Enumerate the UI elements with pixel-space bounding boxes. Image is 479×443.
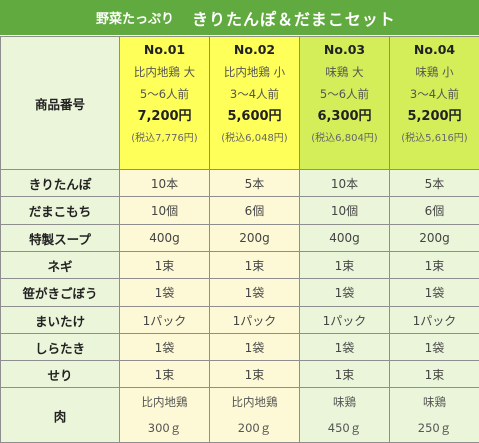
product-header-03: No.03 味鶏 大 5～6人前 6,300円 (税込6,804円) — [299, 36, 390, 170]
product-price: 7,200円 — [137, 109, 192, 124]
table-cell: 1パック — [299, 306, 390, 334]
meat-amount: 300ｇ — [147, 421, 182, 435]
row-label: しらたき — [0, 333, 120, 361]
table-cell: 5本 — [389, 169, 479, 197]
table-cell: 200g — [389, 224, 479, 252]
product-servings: 5～6人前 — [319, 87, 370, 101]
product-header-01: No.01 比内地鶏 大 5～6人前 7,200円 (税込7,776円) — [119, 36, 210, 170]
row-label: だまこもち — [0, 196, 120, 225]
table-cell: 10本 — [299, 169, 390, 197]
meat-cell: 味鶏 250ｇ — [389, 387, 479, 443]
meat-cell: 味鶏 450ｇ — [299, 387, 390, 443]
product-servings: 3～4人前 — [229, 87, 280, 101]
table-row: だまこもち 10個 6個 10個 6個 — [0, 196, 479, 225]
product-header-02: No.02 比内地鶏 小 3～4人前 5,600円 (税込6,048円) — [209, 36, 300, 170]
meat-amount: 200ｇ — [237, 421, 272, 435]
table-cell: 1袋 — [119, 333, 210, 361]
row-label: ネギ — [0, 251, 120, 279]
table-cell: 1袋 — [209, 333, 300, 361]
product-name: 比内地鶏 小 — [223, 65, 286, 79]
table-cell: 10本 — [119, 169, 210, 197]
meat-row: 肉 比内地鶏 300ｇ 比内地鶏 200ｇ 味鶏 450ｇ 味鶏 250ｇ — [0, 387, 479, 443]
product-comparison-table: 商品番号 No.01 比内地鶏 大 5～6人前 7,200円 (税込7,776円… — [0, 36, 479, 443]
product-price-tax: (税込6,804円) — [311, 133, 378, 144]
product-number: No.02 — [233, 42, 276, 57]
table-row: 笹がきごぼう 1袋 1袋 1袋 1袋 — [0, 278, 479, 307]
table-cell: 1袋 — [209, 278, 300, 307]
meat-type: 比内地鶏 — [231, 395, 278, 409]
meat-type: 味鶏 — [333, 395, 356, 409]
table-cell: 6個 — [209, 196, 300, 225]
table-row: 特製スープ 400g 200g 400g 200g — [0, 224, 479, 252]
table-row: しらたき 1袋 1袋 1袋 1袋 — [0, 333, 479, 361]
table-cell: 5本 — [209, 169, 300, 197]
meat-type: 比内地鶏 — [141, 395, 188, 409]
product-name: 味鶏 小 — [415, 65, 454, 79]
product-name: 比内地鶏 大 — [133, 65, 196, 79]
table-cell: 1束 — [389, 360, 479, 388]
row-label: せり — [0, 360, 120, 388]
product-number: No.01 — [143, 42, 186, 57]
product-price-tax: (税込7,776円) — [131, 133, 198, 144]
product-name: 味鶏 大 — [325, 65, 364, 79]
table-row: ネギ 1束 1束 1束 1束 — [0, 251, 479, 279]
table-cell: 1束 — [119, 251, 210, 279]
product-price-tax: (税込5,616円) — [401, 133, 468, 144]
table-cell: 1束 — [299, 251, 390, 279]
table-cell: 6個 — [389, 196, 479, 225]
table-cell: 1袋 — [389, 278, 479, 307]
title-banner: 野菜たっぷり きりたんぽ＆だまこセット — [0, 0, 479, 36]
row-label: 肉 — [0, 387, 120, 443]
row-label: きりたんぽ — [0, 169, 120, 197]
banner-title: きりたんぽ＆だまこセット — [192, 9, 396, 29]
table-cell: 1束 — [209, 251, 300, 279]
product-header-04: No.04 味鶏 小 3～4人前 5,200円 (税込5,616円) — [389, 36, 479, 170]
table-cell: 1パック — [389, 306, 479, 334]
product-servings: 5～6人前 — [139, 87, 190, 101]
meat-amount: 450ｇ — [327, 421, 362, 435]
table-cell: 1束 — [299, 360, 390, 388]
product-servings: 3～4人前 — [409, 87, 460, 101]
product-price: 5,200円 — [407, 109, 462, 124]
table-cell: 1束 — [119, 360, 210, 388]
table-cell: 1袋 — [299, 333, 390, 361]
table-cell: 1束 — [389, 251, 479, 279]
meat-cell: 比内地鶏 200ｇ — [209, 387, 300, 443]
product-number: No.03 — [323, 42, 366, 57]
table-row: きりたんぽ 10本 5本 10本 5本 — [0, 169, 479, 197]
meat-cell: 比内地鶏 300ｇ — [119, 387, 210, 443]
product-price: 6,300円 — [317, 109, 372, 124]
banner-subtitle: 野菜たっぷり — [96, 12, 175, 27]
table-row: まいたけ 1パック 1パック 1パック 1パック — [0, 306, 479, 334]
table-cell: 1袋 — [389, 333, 479, 361]
table-cell: 1袋 — [299, 278, 390, 307]
meat-type: 味鶏 — [423, 395, 446, 409]
table-row: せり 1束 1束 1束 1束 — [0, 360, 479, 388]
row-label: まいたけ — [0, 306, 120, 334]
row-label: 特製スープ — [0, 224, 120, 252]
table-cell: 200g — [209, 224, 300, 252]
table-cell: 400g — [119, 224, 210, 252]
table-cell: 1束 — [209, 360, 300, 388]
product-price-tax: (税込6,048円) — [221, 133, 288, 144]
product-number: No.04 — [413, 42, 456, 57]
row-label: 笹がきごぼう — [0, 278, 120, 307]
table-cell: 1袋 — [119, 278, 210, 307]
table-cell: 10個 — [119, 196, 210, 225]
meat-amount: 250ｇ — [417, 421, 452, 435]
product-header-row: 商品番号 No.01 比内地鶏 大 5～6人前 7,200円 (税込7,776円… — [0, 36, 479, 170]
table-cell: 1パック — [119, 306, 210, 334]
product-price: 5,600円 — [227, 109, 282, 124]
table-cell: 400g — [299, 224, 390, 252]
table-cell: 10個 — [299, 196, 390, 225]
row-label-product-number: 商品番号 — [0, 36, 120, 170]
table-cell: 1パック — [209, 306, 300, 334]
